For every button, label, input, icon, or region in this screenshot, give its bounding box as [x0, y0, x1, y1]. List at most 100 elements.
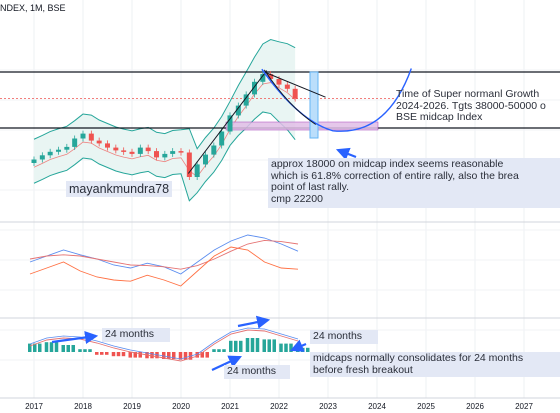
- candle-body: [64, 146, 70, 150]
- macd-bar: [49, 342, 54, 352]
- macd-bar: [183, 352, 188, 360]
- macd-bar: [212, 349, 216, 352]
- macd-bar: [61, 345, 65, 352]
- candle-body: [219, 131, 225, 146]
- macd-bar: [279, 343, 283, 352]
- macd-bar: [284, 343, 288, 352]
- macd-bar: [95, 352, 99, 355]
- macd-bar: [33, 343, 37, 352]
- macd-bar: [167, 352, 171, 359]
- macd-bar: [150, 352, 154, 359]
- macd-bar: [178, 352, 183, 360]
- macd-bar: [272, 339, 276, 352]
- candle-body: [203, 154, 208, 165]
- candle-body: [121, 150, 127, 152]
- consolidation-annotation: midcaps normally consolidates for 24 mon…: [310, 352, 560, 377]
- watermark-label: mayankmundra78: [66, 181, 173, 197]
- macd-bar: [121, 352, 126, 357]
- x-tick-label: 2018: [74, 402, 92, 411]
- candle-body: [268, 74, 274, 79]
- macd-bar: [250, 338, 255, 352]
- candle-body: [170, 151, 176, 154]
- candle-body: [80, 133, 86, 139]
- bollinger-band: [33, 39, 296, 202]
- months-label-1: 24 months: [102, 328, 170, 342]
- candle-body: [235, 105, 241, 116]
- oscillator-panel: [29, 234, 299, 287]
- candle-body: [260, 74, 266, 82]
- macd-bar: [229, 340, 233, 352]
- candle-body: [162, 153, 168, 158]
- macd-bar: [100, 352, 104, 355]
- x-tick-label: 2019: [123, 402, 141, 411]
- projection-path: [187, 68, 412, 174]
- candle-body: [137, 147, 143, 154]
- macd-bar: [44, 342, 49, 352]
- candle-body: [47, 151, 53, 156]
- macd-bar: [306, 347, 310, 352]
- macd-bar: [222, 349, 226, 352]
- macd-bar: [128, 352, 132, 358]
- macd-bar: [66, 345, 70, 352]
- candle-body: [129, 151, 135, 154]
- x-tick-label: 2023: [319, 402, 337, 411]
- macd-bar: [172, 352, 176, 359]
- macd-bar: [71, 345, 75, 352]
- arrow-mid-months: [211, 355, 242, 371]
- x-tick-label: 2027: [515, 402, 533, 411]
- macd-line: [29, 327, 299, 360]
- x-axis: 2017 2018 2019 2020 2021 2022 2023 2024 2025 2026…: [0, 397, 560, 411]
- x-tick-label: 2025: [417, 402, 435, 411]
- band-upper: [33, 39, 296, 150]
- band-fill: [34, 39, 296, 201]
- macd-bar: [54, 342, 59, 352]
- growth-annotation: Time of Super normanl Growth 2024-2026. …: [396, 89, 546, 123]
- macd-bar: [262, 339, 266, 352]
- macd-bar: [116, 352, 121, 357]
- candle-body: [105, 143, 110, 148]
- candle-body: [186, 152, 192, 177]
- candle-body: [194, 164, 200, 177]
- candle-body: [88, 133, 94, 141]
- arrow-top-months: [237, 315, 271, 329]
- arrow-right-consolidation: [289, 339, 307, 352]
- candle-body: [96, 140, 102, 144]
- trend-line: [187, 70, 268, 174]
- candle-body: [31, 159, 37, 163]
- candle-body: [72, 138, 78, 147]
- arrow-correction: [335, 147, 357, 161]
- candle-body: [39, 155, 45, 160]
- x-tick-label: 2017: [25, 402, 43, 411]
- oscillator-red-line: [29, 239, 299, 270]
- macd-bar: [255, 338, 260, 352]
- projection-column: [309, 71, 319, 139]
- support-zone: [225, 121, 379, 131]
- candle-body: [56, 149, 61, 152]
- macd-bar: [200, 352, 204, 358]
- candle-body: [276, 79, 282, 85]
- band-basis: [33, 82, 296, 178]
- macd-bar: [162, 352, 166, 359]
- macd-bar: [239, 340, 243, 352]
- macd-bar: [78, 349, 82, 352]
- macd-panel: [28, 327, 310, 362]
- macd-bar: [28, 343, 32, 352]
- annotation-arrows: [51, 147, 357, 371]
- x-tick-label: 2024: [368, 402, 386, 411]
- x-tick-label: 2020: [172, 402, 190, 411]
- candle-body: [252, 81, 257, 95]
- macd-bar: [205, 352, 209, 358]
- months-label-3: 24 months: [224, 365, 290, 379]
- macd-bar: [38, 343, 42, 352]
- macd-bar: [289, 343, 293, 352]
- macd-bar: [301, 347, 305, 352]
- macd-bar: [267, 339, 271, 352]
- candle-body: [243, 94, 249, 106]
- x-tick-label: 2022: [270, 402, 288, 411]
- x-tick-label: 2021: [221, 402, 239, 411]
- oscillator-orange-line: [29, 246, 299, 287]
- macd-bar: [217, 349, 221, 352]
- candlesticks: [31, 71, 298, 180]
- candle-body: [227, 115, 233, 132]
- months-label-2: 24 months: [310, 330, 378, 344]
